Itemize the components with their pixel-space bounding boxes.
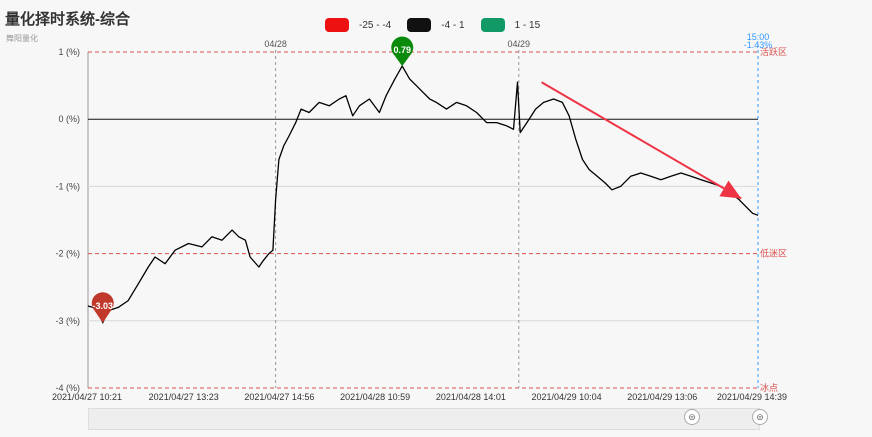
zone-label: 冰点 (760, 382, 778, 394)
min-marker-label: -3.03 (92, 301, 113, 311)
legend-item-mid[interactable]: -4 - 1 (407, 18, 465, 32)
legend-label-mid: -4 - 1 (441, 19, 465, 31)
legend-swatch-low (325, 18, 349, 32)
legend-swatch-high (480, 18, 505, 32)
max-marker-pin (391, 36, 414, 67)
chart-title: 量化择时系统-综合 (5, 11, 130, 28)
zoom-slider-track[interactable] (88, 408, 760, 430)
max-marker-label: 0.79 (393, 45, 411, 55)
x-tick-label: 2021/04/29 10:04 (532, 392, 602, 402)
trend-arrow-line (541, 81, 742, 200)
y-tick-label: 1 (%) (58, 47, 80, 57)
y-tick-label: -3 (%) (56, 316, 81, 326)
zoom-slider-left-handle[interactable]: ⊜ (684, 409, 700, 425)
x-tick-label: 2021/04/28 14:01 (436, 392, 506, 402)
y-tick-label: -2 (%) (56, 249, 81, 259)
day-label: 04/29 (508, 39, 531, 49)
legend-label-high: 1 - 15 (514, 19, 541, 31)
day-label: 04/28 (264, 39, 287, 49)
series-line (87, 65, 759, 324)
x-tick-label: 2021/04/27 10:21 (52, 392, 122, 402)
trend-arrow-head (719, 180, 742, 199)
legend-item-low[interactable]: -25 - -4 (325, 18, 391, 32)
x-tick-label: 2021/04/28 10:59 (340, 392, 410, 402)
min-marker-pin (91, 292, 114, 323)
zone-label: 活跃区 (760, 46, 787, 58)
legend-item-high[interactable]: 1 - 15 (480, 18, 541, 32)
zoom-slider-right-handle[interactable]: ⊜ (752, 409, 768, 425)
current-time-label: 15:00 (747, 32, 770, 42)
zone-label: 低迷区 (760, 248, 787, 260)
legend: -25 - -4 -4 - 1 1 - 15 (325, 18, 556, 32)
x-tick-label: 2021/04/29 14:39 (717, 392, 787, 402)
x-tick-label: 2021/04/27 14:56 (244, 392, 314, 402)
current-value-label: -1.43% (744, 40, 773, 50)
plot-area (88, 52, 758, 388)
y-tick-label: -1 (%) (56, 181, 81, 191)
legend-swatch-mid (407, 18, 432, 32)
chart-subtitle: 舞阳量化 (6, 34, 38, 43)
y-tick-label: -4 (%) (56, 383, 81, 393)
x-tick-label: 2021/04/27 13:23 (149, 392, 219, 402)
y-tick-label: 0 (%) (58, 114, 80, 124)
legend-label-low: -25 - -4 (359, 19, 392, 31)
x-tick-label: 2021/04/29 13:06 (627, 392, 697, 402)
